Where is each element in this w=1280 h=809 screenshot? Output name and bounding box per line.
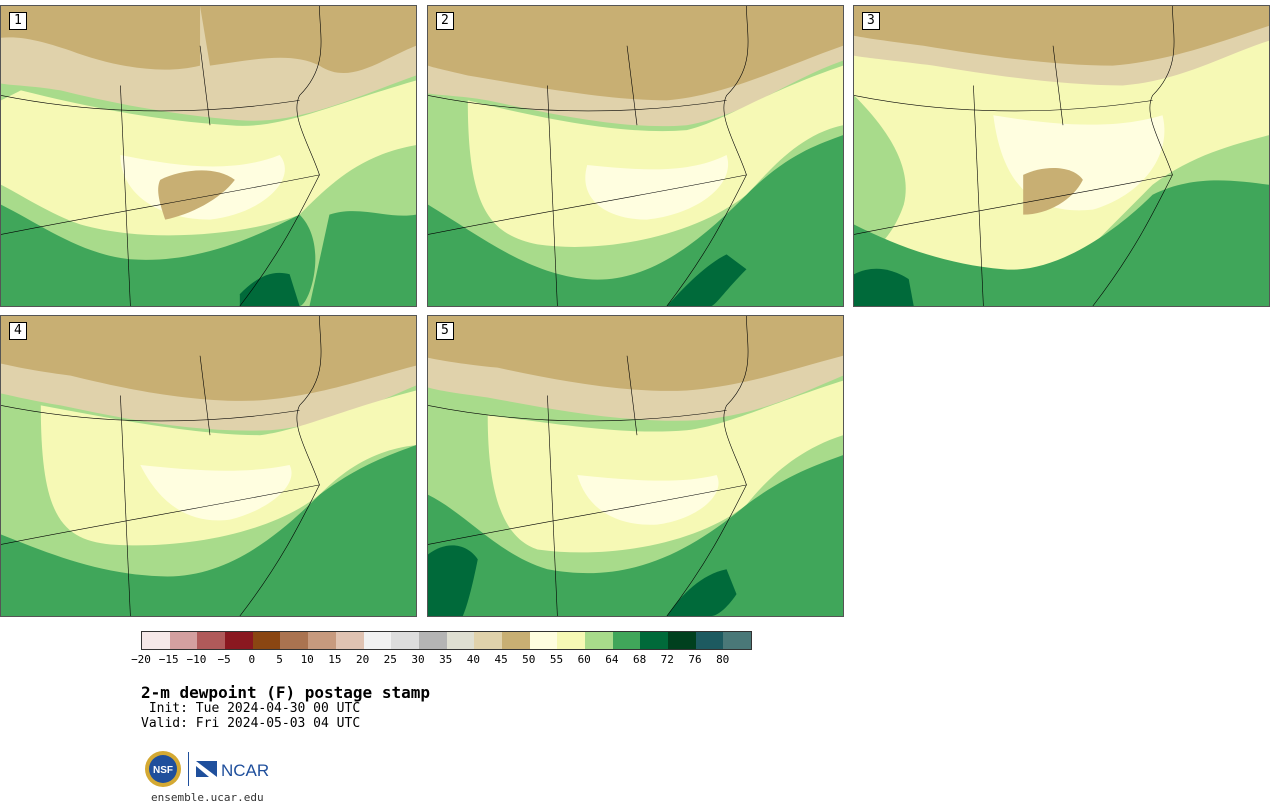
ensemble-member-map-3: 3: [853, 5, 1270, 307]
dewpoint-map: [428, 6, 843, 306]
ensemble-member-map-4: 4: [0, 315, 417, 617]
colorbar-tick-label: 64: [605, 653, 619, 666]
colorbar-swatch: [197, 632, 226, 649]
colorbar-tick-label: 25: [383, 653, 397, 666]
colorbar-tick-label: 10: [300, 653, 314, 666]
dewpoint-map: [854, 6, 1269, 306]
svg-text:NCAR: NCAR: [221, 761, 269, 780]
colorbar-tick-label: 0: [248, 653, 256, 666]
logos: NSF NCAR: [144, 750, 269, 788]
colorbar-tick-label: 45: [494, 653, 508, 666]
ncar-logo: NCAR: [196, 761, 269, 780]
colorbar-tick-label: 76: [688, 653, 702, 666]
colorbar-swatch: [142, 632, 170, 649]
colorbar-swatch: [695, 632, 724, 649]
colorbar-swatch: [557, 632, 585, 649]
colorbar-swatch: [335, 632, 364, 649]
colorbar-tick-label: 80: [716, 653, 730, 666]
colorbar-swatch: [612, 632, 641, 649]
colorbar-swatch: [169, 632, 198, 649]
member-label: 4: [9, 322, 27, 340]
colorbar-swatch: [446, 632, 475, 649]
colorbar-tick-label: 68: [632, 653, 647, 666]
member-label: 2: [436, 12, 454, 30]
colorbar-swatch: [252, 632, 281, 649]
colorbar-tick-label: −15: [158, 653, 179, 666]
colorbar-tick-label: 40: [466, 653, 481, 666]
colorbar-tick-label: 55: [549, 653, 564, 666]
colorbar-swatch: [391, 632, 419, 649]
dewpoint-map: [1, 6, 416, 306]
colorbar-tick-label: −20: [131, 653, 151, 666]
member-label: 5: [436, 322, 454, 340]
colorbar-swatch: [501, 632, 530, 649]
colorbar-tick-label: 15: [328, 653, 342, 666]
colorbar-swatch: [280, 632, 309, 649]
member-label: 1: [9, 12, 27, 30]
colorbar-tick-label: 5: [276, 653, 283, 666]
colorbar-swatch: [668, 632, 696, 649]
init-time: Init: Tue 2024-04-30 00 UTC: [141, 701, 361, 716]
svg-text:NSF: NSF: [153, 765, 173, 776]
colorbar-tick-label: 60: [577, 653, 591, 666]
colorbar-tick-label: 20: [355, 653, 370, 666]
valid-time: Valid: Fri 2024-05-03 04 UTC: [141, 716, 361, 731]
colorbar-swatch: [418, 632, 447, 649]
ensemble-member-map-5: 5: [427, 315, 844, 617]
colorbar-swatch: [474, 632, 502, 649]
member-label: 3: [862, 12, 880, 30]
colorbar-swatch: [363, 632, 392, 649]
nsf-logo: NSF: [145, 751, 181, 787]
colorbar-swatch: [529, 632, 558, 649]
colorbar-tick-labels: −20 −15 −10 −5 0 5 10 15 20 25 30 35 40 45 50 55 60 64 68 7…: [131, 653, 761, 667]
colorbar-tick-label: 50: [522, 653, 536, 666]
colorbar-tick-label: 72: [660, 653, 674, 666]
colorbar-tick-label: 30: [411, 653, 425, 666]
colorbar-swatch: [723, 632, 752, 649]
plot-title: 2-m dewpoint (F) postage stamp: [141, 683, 430, 702]
colorbar-swatch: [640, 632, 669, 649]
colorbar-swatch: [585, 632, 613, 649]
dewpoint-map: [1, 316, 416, 616]
logo-divider: [188, 752, 189, 786]
ensemble-member-map-2: 2: [427, 5, 844, 307]
site-url: ensemble.ucar.edu: [151, 791, 264, 804]
colorbar-tick-label: −5: [217, 653, 231, 666]
dewpoint-colorbar: [141, 631, 753, 650]
colorbar-tick-label: −10: [186, 653, 207, 666]
ensemble-member-map-1: 1: [0, 5, 417, 307]
colorbar-swatch: [225, 632, 253, 649]
colorbar-swatch: [308, 632, 336, 649]
dewpoint-map: [428, 316, 843, 616]
colorbar-tick-label: 35: [439, 653, 453, 666]
